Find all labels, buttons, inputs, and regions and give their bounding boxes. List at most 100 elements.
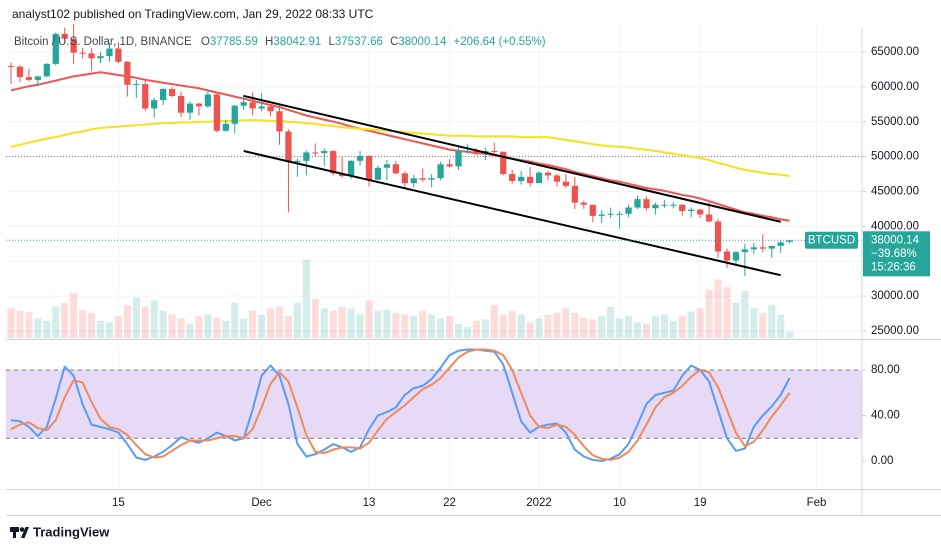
candle-body xyxy=(285,131,292,163)
volume-bar xyxy=(7,308,15,338)
volume-bar xyxy=(374,310,382,338)
volume-bar xyxy=(105,322,114,338)
candle-body xyxy=(688,209,695,212)
volume-bar xyxy=(302,260,310,338)
volume-bar xyxy=(544,314,552,338)
volume-bar xyxy=(141,306,149,338)
volume-bar xyxy=(571,313,579,338)
candle-body xyxy=(661,204,668,206)
volume-bar xyxy=(114,316,122,338)
candle-body xyxy=(267,106,274,112)
candle-body xyxy=(553,175,561,182)
volume-bar xyxy=(410,316,418,338)
volume-bar xyxy=(723,287,731,338)
candle-body xyxy=(16,66,24,78)
volume-bar xyxy=(607,306,615,338)
volume-bar xyxy=(616,318,624,338)
volume-bar xyxy=(633,322,642,338)
volume-bar xyxy=(25,312,33,338)
volume-bar xyxy=(338,306,346,338)
published-line: analyst102 published on TradingView.com,… xyxy=(12,7,374,21)
candle-body xyxy=(151,100,158,109)
candle-body xyxy=(634,199,641,208)
candle-body xyxy=(88,53,95,59)
volume-bar xyxy=(598,316,606,338)
volume-bar xyxy=(535,318,543,338)
volume-bar xyxy=(159,310,167,338)
candle-body xyxy=(723,251,731,261)
low-value: 37537.66 xyxy=(335,36,383,48)
volume-bar xyxy=(79,309,87,338)
volume-bar xyxy=(195,316,203,338)
volume-bar xyxy=(34,318,42,338)
volume-bar xyxy=(562,308,570,338)
candle-body xyxy=(643,199,650,209)
volume-bar xyxy=(266,308,275,338)
volume-bar xyxy=(517,314,525,338)
candle-body xyxy=(374,167,382,180)
volume-bar xyxy=(96,320,105,338)
volume-bar xyxy=(732,302,740,338)
volume-bar xyxy=(240,318,248,338)
candle-body xyxy=(7,65,15,67)
volume-bar xyxy=(123,305,131,338)
candle-body xyxy=(526,176,534,184)
candle-body xyxy=(347,160,355,177)
price-tag-countdown: 15:26:36 xyxy=(871,261,916,273)
volume-bar xyxy=(669,320,677,338)
candle-body xyxy=(419,178,426,180)
y-tick-label: 55000.00 xyxy=(871,116,919,128)
logo-stem xyxy=(13,527,16,538)
candle-body xyxy=(428,178,435,180)
stochastic-band xyxy=(6,370,862,439)
volume-bar xyxy=(624,316,633,338)
candle-body xyxy=(177,95,185,113)
candle-body xyxy=(365,155,373,180)
candle-body xyxy=(598,214,605,216)
volume-bar xyxy=(258,314,266,338)
high-value: 38042.91 xyxy=(273,36,321,48)
volume-bar xyxy=(204,314,212,338)
candle-body xyxy=(607,213,614,215)
symbol-tag-box xyxy=(805,231,858,249)
volume-bar xyxy=(168,314,176,338)
volume-bar xyxy=(714,279,722,338)
candle-body xyxy=(473,151,480,154)
candle-body xyxy=(464,151,471,153)
moving-average-line xyxy=(10,71,790,222)
volume-bar xyxy=(213,317,221,338)
volume-bar xyxy=(52,306,60,338)
volume-bar xyxy=(329,310,337,338)
volume-bar xyxy=(777,314,785,338)
candle-body xyxy=(535,172,543,184)
candle-body xyxy=(222,123,229,131)
volume-bar xyxy=(580,317,588,338)
volume-bar xyxy=(383,309,391,338)
candle-body xyxy=(70,38,77,53)
grid-layer xyxy=(6,28,862,489)
volume-bar xyxy=(508,310,516,338)
candle-body xyxy=(213,94,220,131)
volume-bar xyxy=(472,320,480,338)
tradingview-logo[interactable]: TradingView xyxy=(10,524,110,539)
close-value: 38000.14 xyxy=(398,36,447,48)
candle-body xyxy=(321,151,328,154)
candle-body xyxy=(186,103,194,113)
volume-bar xyxy=(454,323,463,338)
candle-body xyxy=(509,174,516,182)
x-tick-label: 15 xyxy=(112,497,125,509)
volume-bar xyxy=(16,310,24,338)
open-value: 37785.59 xyxy=(210,36,258,48)
candle-body xyxy=(500,151,507,175)
candle-body xyxy=(741,249,749,253)
y-tick-label: 80.00 xyxy=(871,364,900,376)
brand-name: TradingView xyxy=(33,524,110,539)
y-tick-label: 30000.00 xyxy=(871,290,919,302)
candle-body xyxy=(43,63,50,77)
candle-body xyxy=(437,164,444,179)
volume-bar xyxy=(768,305,776,338)
candle-body xyxy=(455,151,462,167)
